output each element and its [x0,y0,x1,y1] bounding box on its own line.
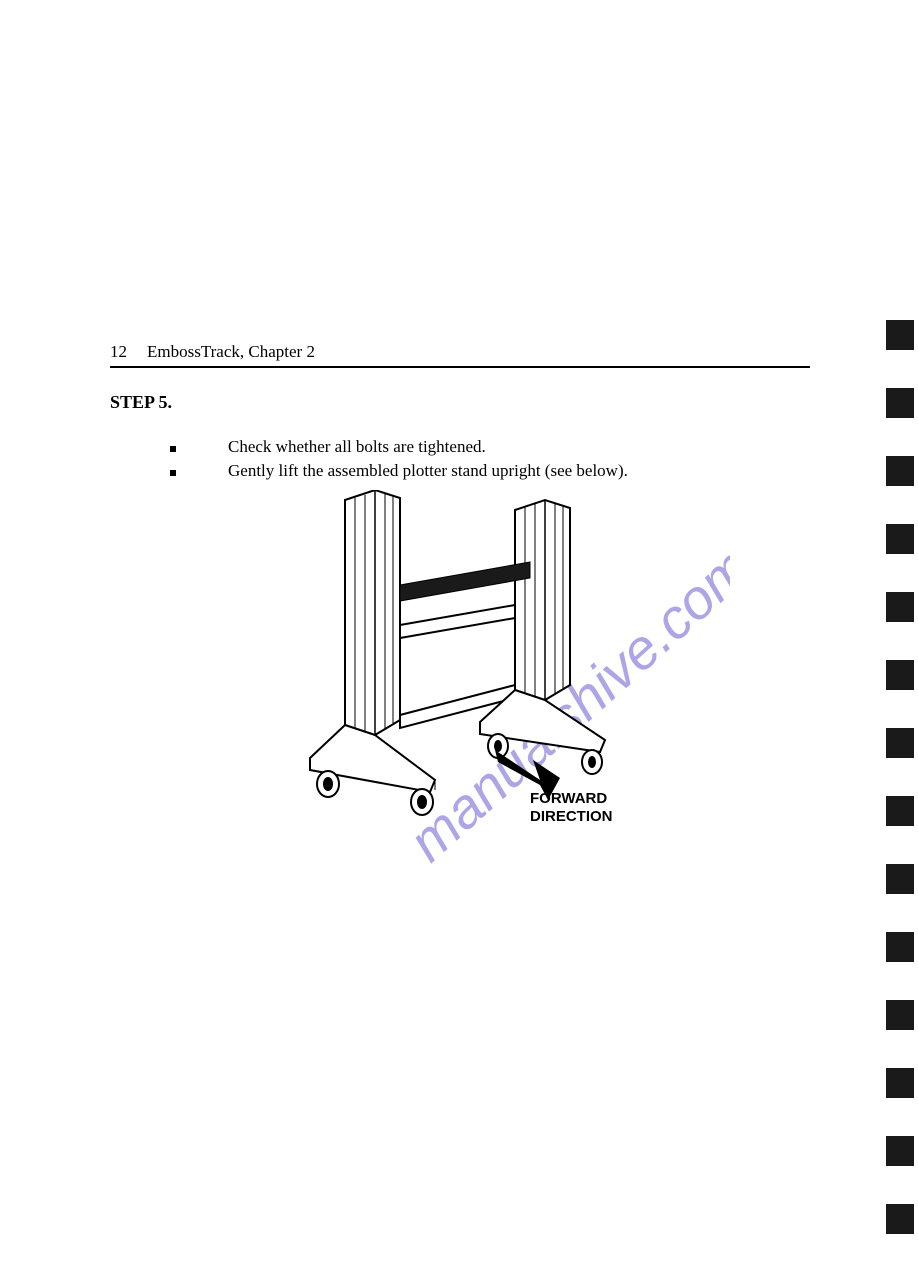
chapter-title: EmbossTrack, Chapter 2 [147,342,315,362]
binding-holes [878,320,918,1272]
binding-hole [886,796,914,826]
binding-hole [886,320,914,350]
bullet-marker-icon [170,470,176,476]
label-line-2: DIRECTION [530,808,613,826]
binding-hole [886,1136,914,1166]
binding-hole [886,932,914,962]
step-heading: STEP 5. [110,392,810,413]
binding-hole [886,660,914,690]
left-post [345,490,400,735]
binding-hole [886,864,914,894]
plotter-stand-diagram [250,490,680,870]
bullet-list: Check whether all bolts are tightened. G… [170,437,810,481]
caster-back-right [582,750,602,774]
right-post [515,500,570,700]
page-number: 12 [110,342,127,362]
page-header: 12 EmbossTrack, Chapter 2 [110,342,810,368]
bullet-item: Check whether all bolts are tightened. [170,437,810,457]
page-content: 12 EmbossTrack, Chapter 2 STEP 5. Check … [110,342,810,501]
caster-front-left [317,771,339,797]
binding-hole [886,1068,914,1098]
bullet-marker-icon [170,446,176,452]
diagram-direction-label: FORWARD DIRECTION [530,790,613,826]
bullet-text: Gently lift the assembled plotter stand … [228,461,628,481]
binding-hole [886,524,914,554]
caster-front-right [411,789,433,815]
binding-hole [886,1204,914,1234]
binding-hole [886,1000,914,1030]
bullet-text: Check whether all bolts are tightened. [228,437,486,457]
bullet-item: Gently lift the assembled plotter stand … [170,461,810,481]
binding-hole [886,388,914,418]
binding-hole [886,456,914,486]
binding-hole [886,728,914,758]
label-line-1: FORWARD [530,790,613,808]
binding-hole [886,592,914,622]
